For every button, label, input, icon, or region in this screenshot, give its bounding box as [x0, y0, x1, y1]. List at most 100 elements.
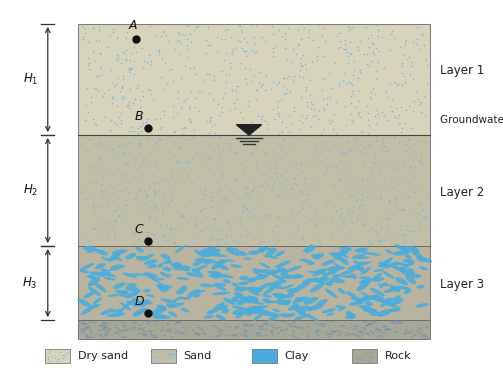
Point: [130, 173, 138, 179]
Ellipse shape: [163, 285, 172, 289]
Ellipse shape: [247, 287, 263, 292]
Ellipse shape: [311, 254, 319, 260]
Point: [411, 165, 419, 171]
Point: [203, 71, 211, 77]
Point: [259, 215, 267, 221]
Point: [144, 238, 152, 244]
Point: [160, 112, 168, 118]
Point: [270, 116, 278, 122]
Point: [182, 330, 190, 336]
Ellipse shape: [160, 299, 177, 304]
Point: [90, 116, 98, 122]
Ellipse shape: [160, 272, 170, 278]
Ellipse shape: [258, 269, 269, 272]
Point: [401, 38, 409, 44]
Point: [162, 32, 171, 38]
Point: [183, 36, 191, 42]
Point: [240, 34, 248, 40]
Point: [331, 324, 339, 330]
Point: [313, 57, 321, 63]
Ellipse shape: [359, 337, 362, 339]
Point: [223, 199, 231, 205]
Point: [155, 222, 163, 228]
Ellipse shape: [380, 300, 396, 305]
Ellipse shape: [359, 305, 371, 309]
Point: [203, 326, 211, 332]
Point: [279, 75, 287, 81]
Point: [336, 167, 344, 173]
Ellipse shape: [169, 303, 185, 308]
Point: [392, 105, 400, 111]
Point: [150, 232, 158, 238]
Point: [137, 200, 145, 206]
Point: [154, 143, 162, 149]
Point: [134, 33, 142, 38]
Ellipse shape: [155, 307, 167, 311]
Point: [151, 324, 159, 330]
Ellipse shape: [425, 326, 429, 328]
Ellipse shape: [320, 323, 326, 325]
Point: [319, 25, 327, 31]
Text: D: D: [134, 295, 144, 308]
Ellipse shape: [101, 337, 105, 339]
Ellipse shape: [226, 326, 229, 327]
Point: [404, 194, 412, 200]
Point: [393, 229, 401, 235]
Point: [327, 85, 335, 91]
Point: [117, 188, 125, 194]
Point: [312, 220, 320, 226]
Point: [345, 60, 353, 66]
Point: [159, 28, 167, 34]
Point: [158, 325, 166, 331]
Point: [385, 216, 393, 222]
Point: [195, 108, 203, 114]
Point: [395, 320, 403, 326]
Point: [241, 48, 249, 54]
Ellipse shape: [400, 246, 416, 250]
Point: [216, 151, 224, 157]
Ellipse shape: [313, 280, 326, 285]
Ellipse shape: [143, 289, 151, 292]
Point: [367, 32, 375, 38]
Point: [251, 145, 259, 151]
Point: [191, 222, 199, 228]
Ellipse shape: [363, 321, 367, 323]
Point: [420, 213, 428, 219]
Ellipse shape: [365, 325, 368, 327]
Point: [107, 221, 115, 227]
Point: [246, 329, 255, 335]
Ellipse shape: [133, 307, 147, 317]
Point: [398, 82, 406, 88]
Ellipse shape: [246, 324, 251, 326]
Point: [237, 60, 245, 66]
Ellipse shape: [336, 330, 340, 332]
Ellipse shape: [354, 333, 358, 335]
Point: [218, 104, 226, 110]
Point: [374, 332, 382, 338]
Point: [383, 212, 391, 218]
Point: [397, 330, 405, 336]
Point: [320, 107, 328, 113]
Point: [110, 235, 118, 241]
Point: [117, 110, 125, 116]
Point: [144, 229, 152, 235]
Point: [278, 119, 286, 125]
Point: [417, 204, 425, 209]
Ellipse shape: [253, 271, 263, 276]
Text: $H_3$: $H_3$: [23, 276, 38, 290]
Point: [182, 324, 190, 330]
Point: [305, 330, 313, 336]
Point: [421, 334, 429, 340]
Point: [242, 189, 250, 195]
Point: [128, 65, 136, 71]
Point: [173, 110, 181, 116]
Ellipse shape: [264, 352, 272, 355]
Point: [319, 126, 327, 132]
Ellipse shape: [362, 307, 377, 312]
Point: [292, 51, 300, 57]
Point: [273, 104, 281, 110]
Point: [121, 160, 129, 166]
Point: [268, 334, 276, 340]
Ellipse shape: [370, 287, 385, 296]
Ellipse shape: [419, 266, 428, 270]
